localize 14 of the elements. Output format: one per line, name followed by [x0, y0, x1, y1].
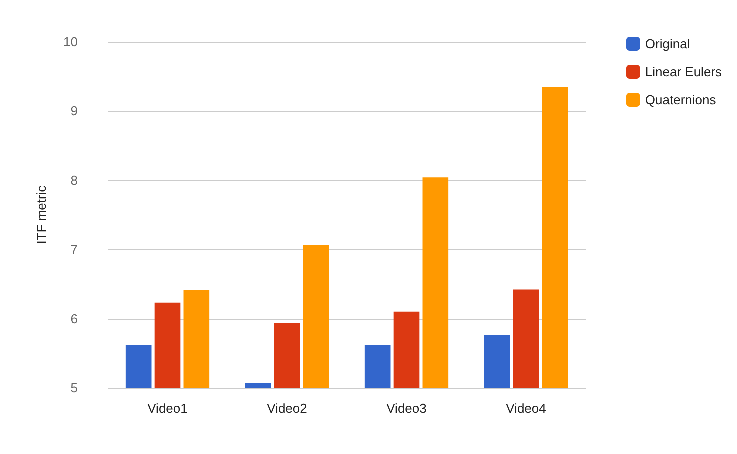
y-tick-label: 6	[70, 311, 78, 326]
x-tick-label: Video3	[386, 401, 427, 416]
y-tick-label: 7	[70, 242, 78, 258]
y-tick-label: 8	[70, 172, 78, 188]
legend-label: Linear Eulers	[645, 64, 722, 80]
x-tick-label: Video1	[148, 401, 188, 416]
legend-label: Quaternions	[645, 92, 717, 108]
y-tick-label: 5	[70, 380, 78, 396]
y-tick-label: 10	[64, 34, 78, 50]
x-tick-label: Video4	[506, 401, 546, 416]
x-tick-label: Video2	[267, 401, 308, 416]
y-tick-label: 9	[70, 104, 78, 119]
legend-label: Original	[645, 36, 690, 52]
y-axis-title: ITF metric	[34, 185, 49, 244]
